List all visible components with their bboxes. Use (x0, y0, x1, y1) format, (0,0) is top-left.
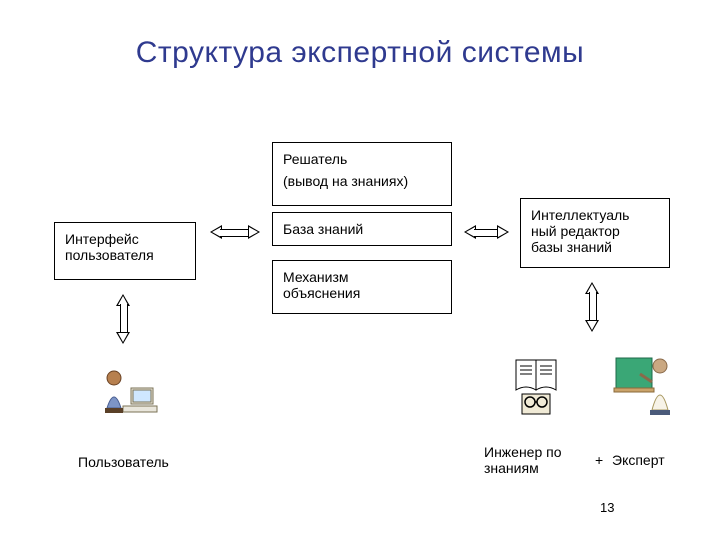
box-kb-editor: Интеллектуаль ный редактор базы знаний (520, 198, 670, 268)
label-user: Пользователь (78, 454, 169, 470)
label-plus: + (595, 452, 603, 468)
box-explain-line1: Механизм (283, 269, 441, 285)
label-engineer: Инженер по знаниям (484, 444, 594, 476)
box-solver-line1: Решатель (283, 151, 441, 167)
label-expert: Эксперт (612, 452, 665, 468)
box-explain-line2: объяснения (283, 285, 441, 301)
arrow-interface-to-center (210, 225, 260, 239)
diagram-stage: Структура экспертной системы Интерфейс п… (0, 0, 720, 540)
box-editor-line1: Интеллектуаль (531, 207, 659, 223)
arrow-editor-to-engineer (585, 282, 599, 332)
box-explanation: Механизм объяснения (272, 260, 452, 314)
page-number: 13 (600, 500, 614, 515)
box-user-interface: Интерфейс пользователя (54, 222, 196, 280)
box-knowledge-base: База знаний (272, 212, 452, 246)
box-solver-line2: (вывод на знаниях) (283, 173, 441, 189)
arrow-interface-to-user (116, 294, 130, 344)
box-kb-text: База знаний (283, 221, 363, 237)
diagram-title: Структура экспертной системы (0, 36, 720, 70)
user-at-computer-icon (95, 360, 165, 435)
box-solver: Решатель (вывод на знаниях) (272, 142, 452, 206)
box-editor-line3: базы знаний (531, 239, 659, 255)
arrow-center-to-editor (464, 225, 509, 239)
box-editor-line2: ный редактор (531, 223, 659, 239)
expert-at-board-icon (612, 352, 682, 432)
book-with-glasses-icon (508, 352, 568, 427)
box-user-interface-text: Интерфейс пользователя (65, 231, 154, 263)
